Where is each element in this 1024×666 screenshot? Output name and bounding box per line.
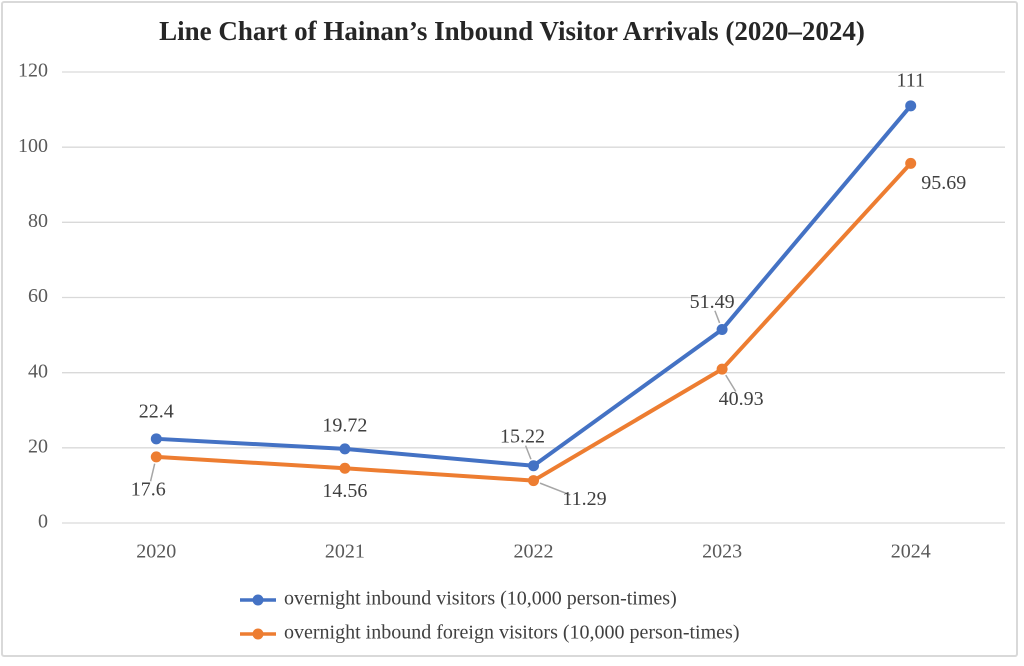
data-point-marker [150,433,162,445]
data-point-marker [905,100,917,112]
data-point-label: 11.29 [562,488,606,510]
legend-label: overnight inbound foreign visitors (10,0… [284,622,740,644]
label-leader-line [714,310,721,324]
label-leader-line [149,463,156,482]
chart-title: Line Chart of Hainan’s Inbound Visitor A… [159,16,865,46]
x-axis-labels: 2020 2021 2022 2023 2024 [136,541,930,563]
x-tick-label: 2023 [702,541,742,563]
y-tick-label: 100 [18,135,48,157]
legend-item: overnight inbound foreign visitors (10,0… [240,622,740,644]
data-point-label: 111 [896,69,925,91]
data-point-label: 95.69 [921,172,966,194]
data-point-marker [528,460,539,472]
label-leader-line [524,445,532,460]
legend-item: overnight inbound visitors (10,000 perso… [240,588,677,610]
legend-label: overnight inbound visitors (10,000 perso… [284,588,677,610]
data-point-marker [339,462,351,474]
data-point-label: 40.93 [719,388,764,410]
label-leader-line [725,374,737,392]
y-tick-label: 20 [28,435,48,457]
y-tick-label: 40 [28,360,48,382]
data-point-label: 17.6 [131,478,166,500]
data-label-leader-lines [149,310,737,496]
data-point-label: 51.49 [690,291,735,313]
y-tick-label: 80 [28,210,48,232]
label-leader-line [539,482,571,496]
data-point-marker [716,363,728,375]
data-labels: 22.4 19.72 15.22 51.49 111 17.6 14.56 11.29 40.9… [131,69,966,510]
data-point-label: 22.4 [139,400,174,422]
data-point-label: 14.56 [322,480,367,502]
y-tick-label: 120 [18,60,48,82]
series-group [150,100,917,487]
data-point-label: 15.22 [500,425,545,447]
y-axis-labels: 0 20 40 60 80 100 120 [18,60,48,533]
x-tick-label: 2024 [891,541,931,563]
data-point-marker [905,157,917,169]
legend-marker-dot [252,628,264,640]
data-point-label: 19.72 [322,414,367,436]
data-point-marker [339,443,351,455]
y-tick-label: 0 [38,511,48,533]
data-point-marker [528,475,539,487]
gridlines [62,71,1005,524]
legend: overnight inbound visitors (10,000 perso… [240,588,740,644]
x-tick-label: 2021 [325,541,365,563]
legend-marker-dot [252,594,264,606]
data-point-marker [716,323,728,335]
x-tick-label: 2020 [136,541,176,563]
y-tick-label: 60 [28,285,48,307]
data-point-marker [150,451,162,463]
x-tick-label: 2022 [514,541,554,563]
chart-border [1,1,1018,657]
